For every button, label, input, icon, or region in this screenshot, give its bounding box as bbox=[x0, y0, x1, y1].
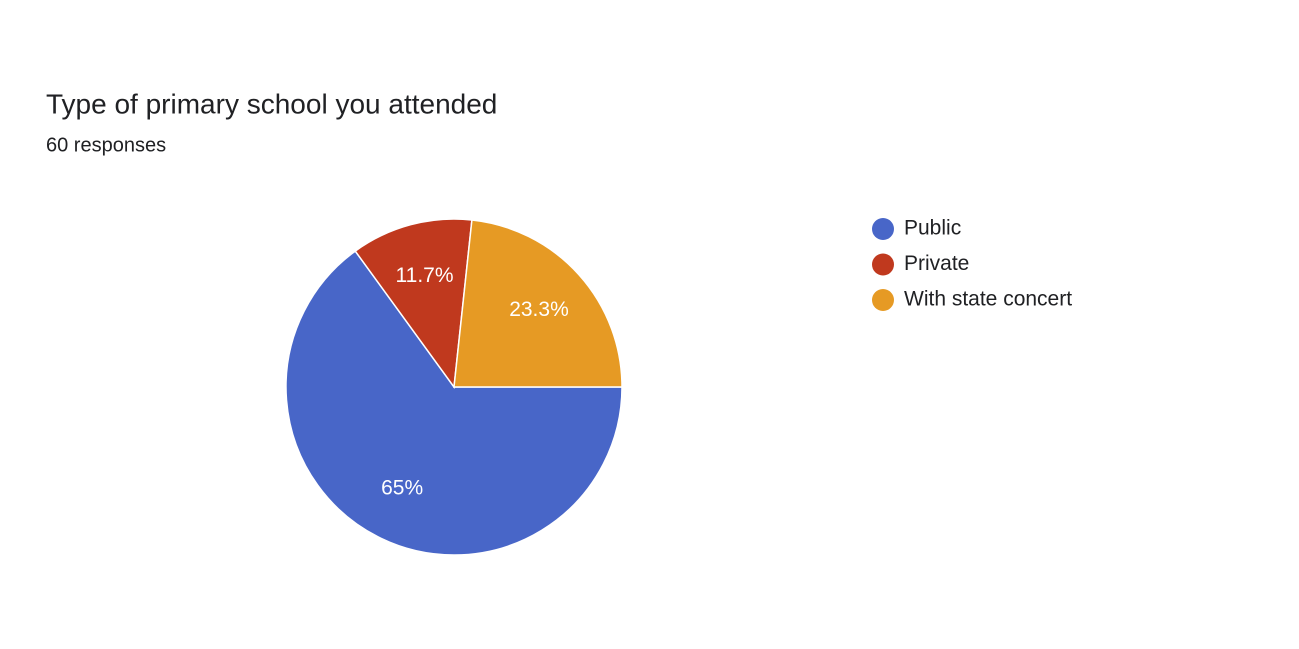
legend-swatch bbox=[872, 218, 894, 240]
slice-label: 65% bbox=[381, 476, 423, 499]
chart-title: Type of primary school you attended bbox=[46, 88, 497, 119]
pie-slice bbox=[354, 218, 473, 390]
slice-label: 23.3% bbox=[509, 298, 569, 321]
legend-label: With state concert bbox=[904, 288, 1072, 311]
legend-label: Public bbox=[904, 217, 961, 240]
legend-swatch bbox=[872, 253, 894, 276]
chart-subtitle: 60 responses bbox=[46, 134, 166, 156]
slice-label: 11.7% bbox=[396, 264, 454, 287]
pie-slice bbox=[453, 219, 623, 388]
legend-swatch bbox=[872, 289, 894, 311]
legend-label: Private bbox=[904, 252, 969, 275]
pie-slice bbox=[285, 250, 623, 556]
